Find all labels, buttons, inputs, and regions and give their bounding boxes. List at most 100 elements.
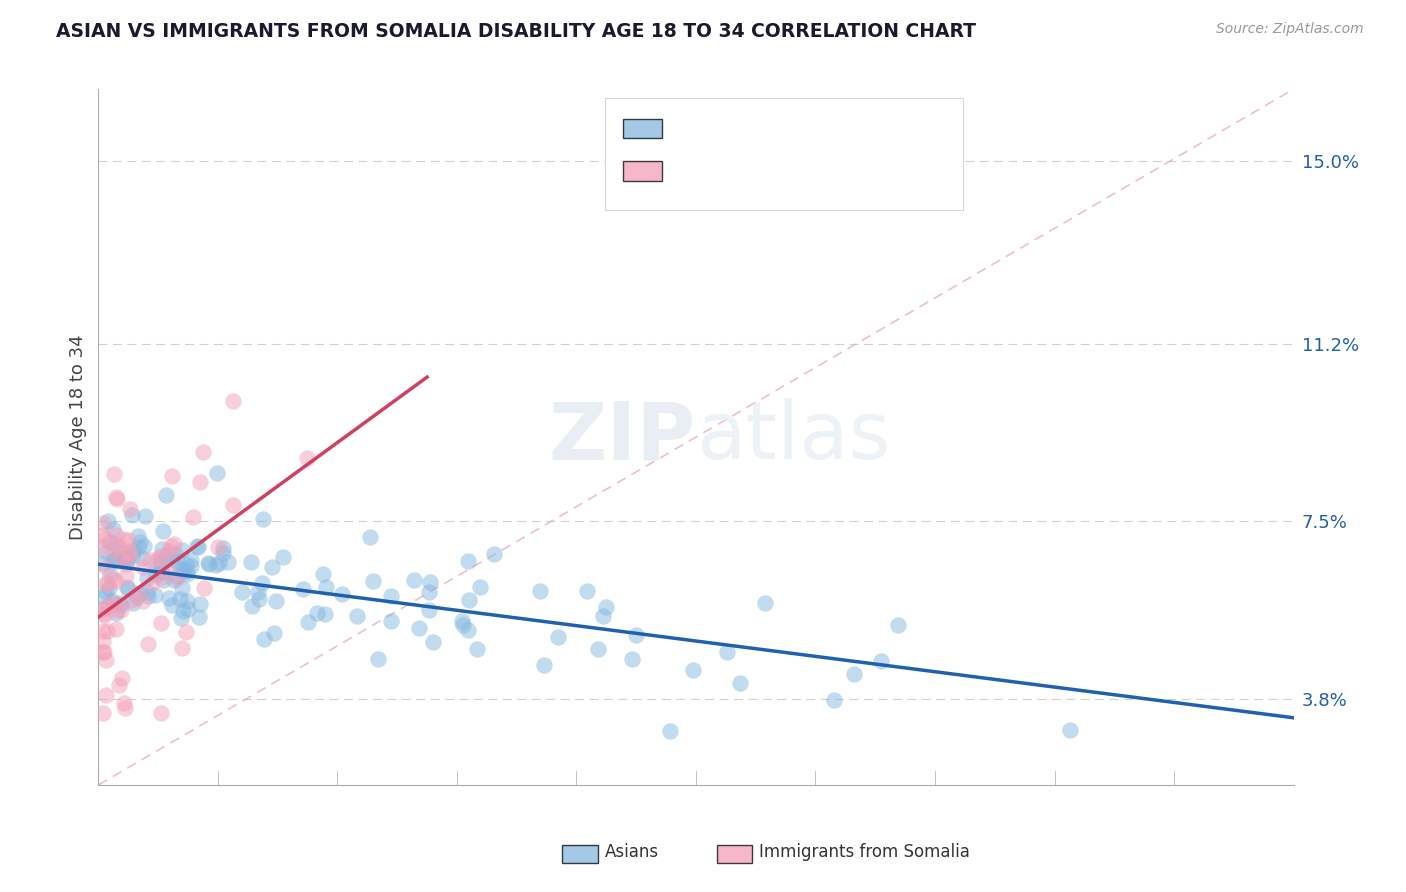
Point (404, 574, 426, 588)
Point (104, 491, 127, 505)
Point (295, 451, 318, 466)
Point (465, 642, 488, 657)
Point (207, 540, 229, 554)
Point (346, 609, 368, 624)
Point (163, 537, 186, 551)
Point (155, 564, 177, 578)
Point (121, 508, 143, 522)
Point (94, 608, 117, 623)
Point (125, 586, 148, 600)
Point (110, 598, 132, 612)
Point (121, 596, 143, 610)
Point (166, 569, 188, 583)
Point (212, 541, 235, 555)
Point (152, 524, 174, 538)
Point (91, 634, 114, 648)
Point (621, 652, 644, 666)
Point (173, 563, 195, 577)
Point (264, 593, 287, 607)
Text: -0.748: -0.748 (721, 119, 786, 136)
Point (246, 584, 269, 599)
Point (408, 621, 430, 635)
Point (91, 706, 114, 720)
Point (134, 540, 156, 554)
Point (307, 606, 329, 620)
Point (104, 606, 127, 620)
Point (291, 582, 314, 596)
Point (127, 591, 149, 605)
Text: Immigrants from Somalia: Immigrants from Somalia (759, 843, 970, 861)
Text: R =: R = (673, 161, 718, 179)
Point (533, 658, 555, 673)
Point (112, 552, 135, 566)
Point (134, 508, 156, 523)
Point (363, 574, 385, 589)
Point (107, 602, 129, 616)
Point (191, 445, 214, 459)
Point (169, 592, 191, 607)
Point (149, 706, 172, 720)
Point (101, 552, 124, 566)
Point (115, 554, 138, 568)
Point (181, 510, 204, 524)
Point (470, 580, 492, 594)
Point (91, 528, 114, 542)
Point (314, 607, 336, 622)
Text: ASIAN VS IMMIGRANTS FROM SOMALIA DISABILITY AGE 18 TO 34 CORRELATION CHART: ASIAN VS IMMIGRANTS FROM SOMALIA DISABIL… (56, 22, 976, 41)
Point (91, 607, 114, 621)
Point (111, 671, 134, 685)
Point (170, 543, 193, 558)
Point (180, 558, 202, 573)
Point (728, 675, 751, 690)
Point (174, 558, 197, 572)
Point (138, 637, 160, 651)
Point (94, 532, 117, 546)
Point (145, 555, 167, 569)
Point (117, 533, 139, 547)
Point (91, 602, 114, 616)
Point (588, 641, 610, 656)
Point (108, 539, 131, 553)
Point (122, 542, 145, 557)
Point (176, 567, 198, 582)
Text: ZIP: ZIP (548, 398, 696, 476)
Point (136, 570, 159, 584)
Point (132, 560, 155, 574)
Point (315, 580, 337, 594)
Point (359, 531, 381, 545)
Point (208, 557, 231, 571)
Point (141, 576, 163, 591)
Point (547, 630, 569, 644)
Point (160, 469, 183, 483)
Point (842, 667, 865, 681)
Point (457, 554, 479, 568)
Point (176, 594, 198, 608)
Point (96, 584, 118, 599)
Point (682, 663, 704, 677)
Point (418, 585, 440, 599)
Point (105, 552, 128, 566)
Point (166, 554, 188, 568)
Point (150, 570, 173, 584)
Point (118, 502, 141, 516)
Point (108, 595, 131, 609)
Point (121, 548, 143, 562)
Point (482, 547, 505, 561)
Point (139, 553, 162, 567)
Point (419, 574, 441, 589)
Point (450, 614, 472, 628)
Point (252, 576, 274, 591)
Point (172, 562, 194, 576)
Point (91, 541, 114, 555)
Point (103, 595, 125, 609)
Point (152, 573, 174, 587)
Point (96, 624, 118, 638)
Point (187, 540, 209, 554)
Point (94, 544, 117, 558)
Point (121, 593, 143, 607)
Point (108, 678, 131, 692)
Point (166, 571, 188, 585)
Point (115, 569, 138, 583)
Point (595, 600, 617, 615)
Point (367, 651, 389, 665)
